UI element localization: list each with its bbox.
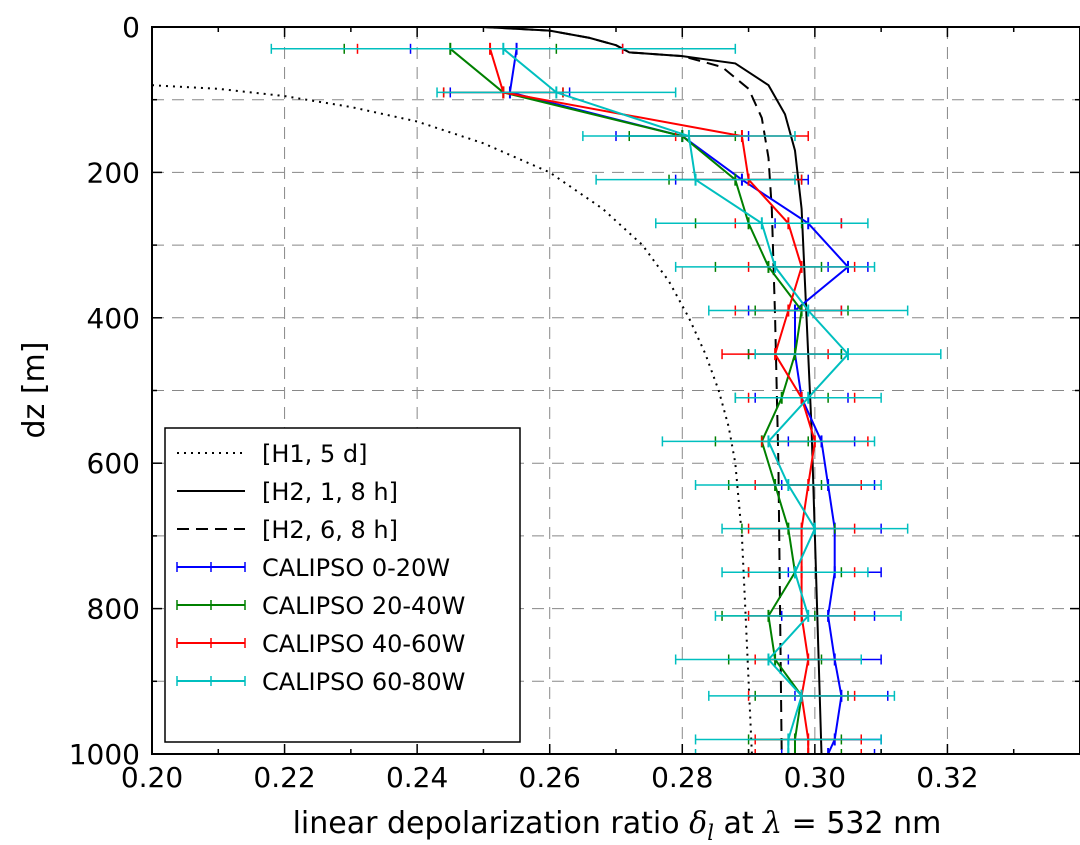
x-tick-label: 0.26 — [519, 761, 581, 794]
legend-label: CALIPSO 40-60W — [262, 630, 465, 658]
plot-frame — [151, 26, 1080, 755]
series-0 — [152, 84, 753, 754]
series-line — [508, 48, 850, 754]
legend-box — [164, 427, 521, 743]
x-tick-label: 0.30 — [784, 761, 846, 794]
series-line — [152, 84, 753, 754]
series-line — [489, 48, 816, 754]
legend-label: [H2, 1, 8 h] — [262, 478, 398, 506]
series-line — [449, 48, 803, 754]
legend-entry: CALIPSO 0-20W — [176, 554, 450, 582]
series-group — [152, 27, 942, 754]
legend-entry: CALIPSO 60-80W — [176, 668, 465, 696]
y-tick-label: 1000 — [69, 738, 140, 771]
legend-label: CALIPSO 60-80W — [262, 668, 465, 696]
tick-labels: 0.20 0.22 0.24 0.26 0.28 0.30 0.32 0 200 400 600 80… — [69, 11, 979, 794]
legend-label: CALIPSO 0-20W — [262, 554, 450, 582]
x-tick-label: 0.22 — [253, 761, 315, 794]
legend-entry: [H1, 5 d] — [177, 440, 367, 468]
legend-entry: CALIPSO 40-60W — [176, 630, 465, 658]
y-axis-label: dz [m] — [17, 342, 52, 439]
legend-entry: [H2, 1, 8 h] — [177, 478, 398, 506]
legend: [H1, 5 d] [H2, 1, 8 h] [H2, 6, 8 h] CALIPSO… — [164, 427, 521, 743]
x-tick-label: 0.24 — [386, 761, 448, 794]
y-tick-label: 400 — [87, 302, 140, 335]
legend-label: [H2, 6, 8 h] — [262, 516, 398, 544]
x-tick-label: 0.20 — [121, 761, 183, 794]
x-tick-label: 0.28 — [651, 761, 713, 794]
legend-entry: [H2, 6, 8 h] — [177, 516, 398, 544]
y-tick-label: 0 — [122, 11, 140, 44]
y-tick-label: 600 — [87, 447, 140, 480]
series-line — [502, 48, 850, 754]
legend-label: [H1, 5 d] — [262, 440, 367, 468]
y-tick-label: 200 — [87, 156, 140, 189]
x-axis-label: linear depolarization ratio δl at λ = 53… — [293, 806, 942, 845]
series-6 — [270, 42, 942, 754]
legend-entry: CALIPSO 20-40W — [176, 592, 465, 620]
y-tick-label: 800 — [87, 593, 140, 626]
x-tick-label: 0.32 — [916, 761, 978, 794]
legend-label: CALIPSO 20-40W — [262, 592, 465, 620]
